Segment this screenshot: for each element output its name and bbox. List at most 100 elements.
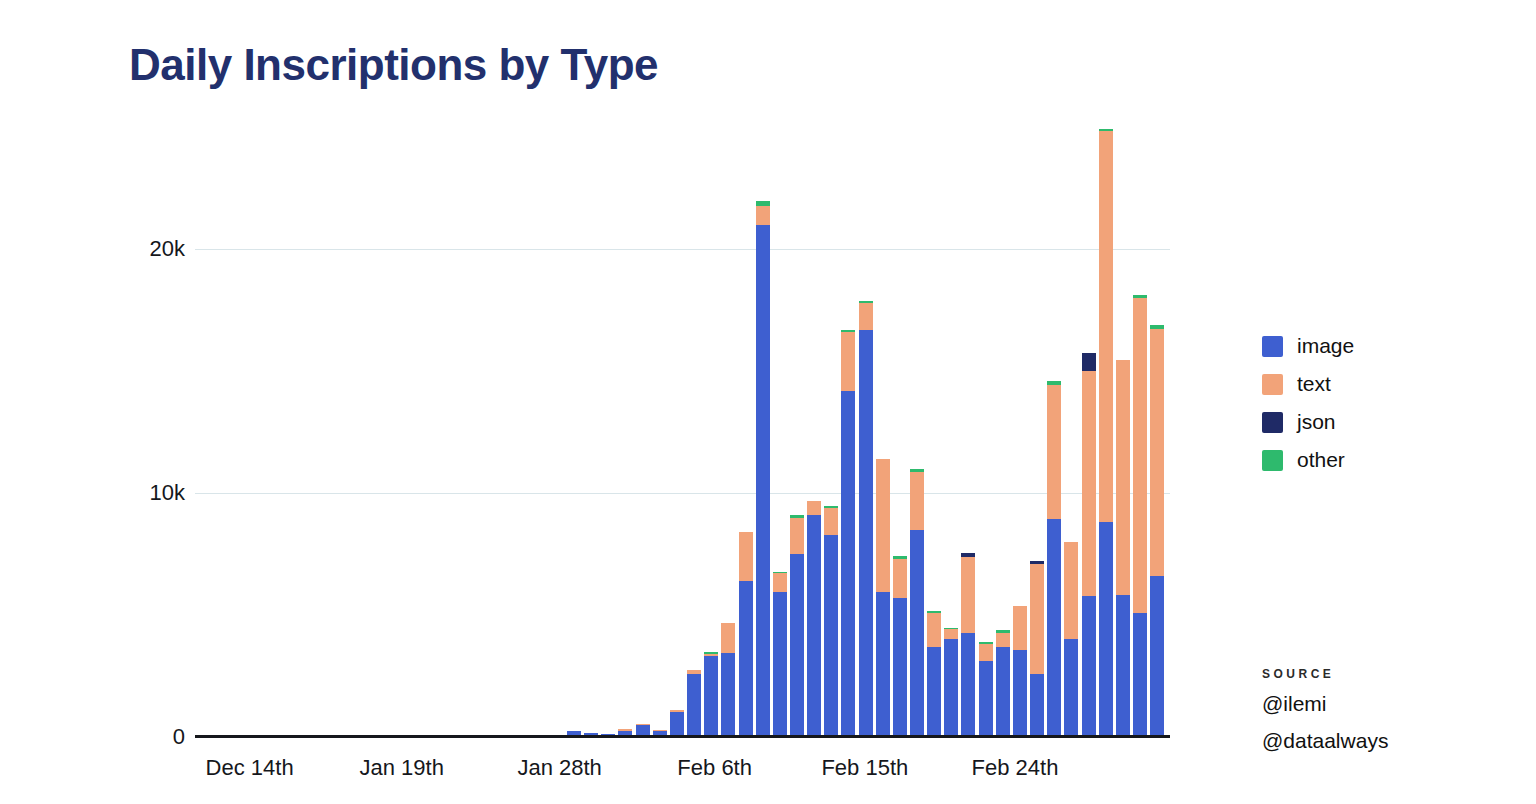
x-tick-label: Feb 6th xyxy=(677,755,752,781)
y-tick-label: 10k xyxy=(105,480,185,506)
bar xyxy=(739,532,753,735)
bar-segment-json xyxy=(1082,353,1096,371)
bar-segment-text xyxy=(859,303,873,330)
bar xyxy=(1082,353,1096,735)
bar-segment-text xyxy=(910,472,924,531)
bar xyxy=(841,330,855,735)
bar xyxy=(790,515,804,735)
legend-label: json xyxy=(1297,410,1336,434)
bar xyxy=(636,724,650,735)
bar-segment-text xyxy=(1099,131,1113,521)
gridline-10k xyxy=(195,493,1170,494)
legend-label: image xyxy=(1297,334,1354,358)
bar-segment-image xyxy=(567,731,581,735)
bar-segment-image xyxy=(687,674,701,735)
x-axis-line xyxy=(195,735,1170,738)
bar-segment-text xyxy=(961,557,975,633)
bar-segment-text xyxy=(996,633,1010,648)
bar xyxy=(807,501,821,735)
legend-item-text: text xyxy=(1262,371,1354,397)
bar xyxy=(1064,542,1078,735)
plot-area: 20k10k0Dec 14thJan 19thJan 28thFeb 6thFe… xyxy=(195,128,1170,738)
bar-segment-image xyxy=(1133,613,1147,735)
bar-segment-image xyxy=(979,661,993,735)
bar xyxy=(1099,129,1113,735)
source-block: SOURCE @ilemi @dataalways xyxy=(1262,667,1388,755)
bar xyxy=(979,642,993,735)
bar-segment-image xyxy=(996,647,1010,735)
bar xyxy=(687,670,701,735)
bar xyxy=(721,623,735,735)
bar-segment-image xyxy=(773,592,787,735)
bar-segment-image xyxy=(653,731,667,735)
x-tick-label: Jan 19th xyxy=(359,755,443,781)
bar xyxy=(670,710,684,735)
bar-segment-image xyxy=(1116,595,1130,735)
chart-page: Daily Inscriptions by Type 20k10k0Dec 14… xyxy=(0,0,1536,804)
bar xyxy=(618,729,632,735)
bar-segment-image xyxy=(927,647,941,735)
bar-segment-image xyxy=(961,633,975,735)
bar xyxy=(773,572,787,735)
bar-segment-image xyxy=(841,391,855,735)
legend-item-image: image xyxy=(1262,333,1354,359)
bar-segment-image xyxy=(584,733,598,735)
bar-segment-image xyxy=(1013,650,1027,735)
bar-segment-text xyxy=(876,459,890,592)
bar-segment-image xyxy=(704,656,718,735)
legend-label: other xyxy=(1297,448,1345,472)
bar-segment-text xyxy=(1013,606,1027,650)
bar-segment-image xyxy=(618,731,632,735)
bar-segment-text xyxy=(1030,564,1044,674)
bar-segment-text xyxy=(841,332,855,391)
x-tick-label: Dec 14th xyxy=(206,755,294,781)
legend-swatch-icon xyxy=(1262,412,1283,433)
bar-segment-text xyxy=(756,206,770,226)
bar xyxy=(1013,606,1027,735)
bar-segment-image xyxy=(1030,674,1044,735)
bar-segment-image xyxy=(1064,639,1078,735)
bar xyxy=(824,506,838,735)
bar xyxy=(910,469,924,735)
bar-segment-image xyxy=(1082,596,1096,735)
bar-segment-image xyxy=(601,734,615,735)
bar-segment-image xyxy=(910,530,924,735)
bar-segment-image xyxy=(1150,576,1164,735)
bar-segment-image xyxy=(1047,519,1061,735)
y-tick-label: 20k xyxy=(105,236,185,262)
bar-segment-text xyxy=(979,644,993,661)
bar-segment-image xyxy=(756,225,770,735)
bar xyxy=(653,730,667,735)
bar-segment-text xyxy=(1047,385,1061,519)
bar-segment-text xyxy=(893,559,907,598)
bar-segment-image xyxy=(721,653,735,735)
bar xyxy=(996,630,1010,735)
bar xyxy=(1150,325,1164,735)
bar-segment-text xyxy=(1133,298,1147,613)
bar-segment-text xyxy=(824,508,838,535)
bar-segment-image xyxy=(944,639,958,735)
legend-label: text xyxy=(1297,372,1331,396)
bar-segment-text xyxy=(773,573,787,593)
bar xyxy=(893,556,907,735)
bar-segment-image xyxy=(876,592,890,735)
bar-segment-image xyxy=(859,330,873,735)
source-heading: SOURCE xyxy=(1262,667,1388,681)
legend-item-other: other xyxy=(1262,447,1354,473)
bar-segment-text xyxy=(739,532,753,581)
y-tick-label: 0 xyxy=(105,724,185,750)
bar xyxy=(927,611,941,735)
bar xyxy=(876,459,890,735)
bar-segment-text xyxy=(1064,542,1078,638)
bar xyxy=(1133,295,1147,735)
bar-segment-image xyxy=(670,712,684,735)
legend-swatch-icon xyxy=(1262,374,1283,395)
x-tick-label: Feb 24th xyxy=(972,755,1059,781)
x-tick-label: Feb 15th xyxy=(821,755,908,781)
bar xyxy=(756,201,770,735)
bar-segment-text xyxy=(790,518,804,555)
bar xyxy=(859,301,873,735)
bar-segment-image xyxy=(893,598,907,735)
source-handle: @ilemi xyxy=(1262,689,1388,718)
bar-segment-image xyxy=(739,581,753,735)
